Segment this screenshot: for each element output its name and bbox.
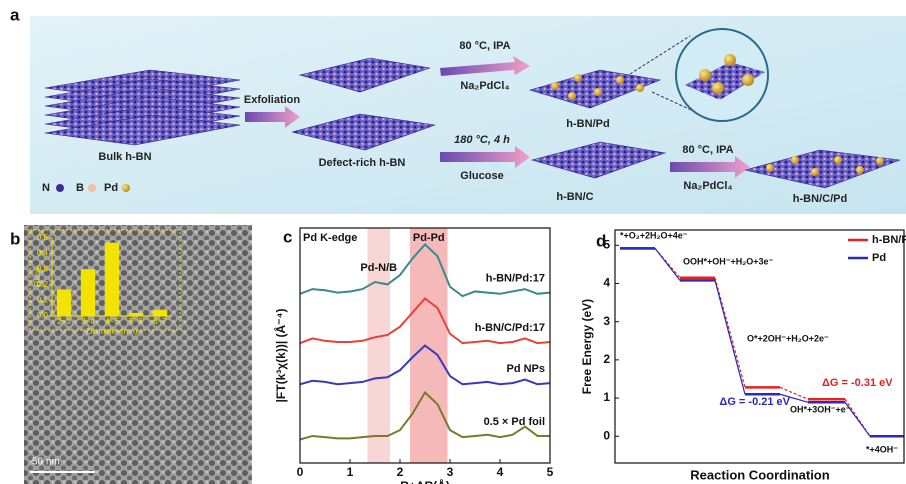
- y-tick-label: 3: [603, 314, 610, 328]
- band-label: Pd-N/B: [360, 262, 397, 274]
- legend-label: Pd: [872, 252, 886, 264]
- panel-label: b: [10, 229, 20, 248]
- legend-label: B: [76, 182, 84, 194]
- series-label: h-BN/C/Pd:17: [475, 322, 545, 334]
- x-axis-label: R+ΔR(Å): [400, 478, 450, 484]
- label: 80 °C, IPA: [682, 144, 733, 156]
- x-tick-label: 3: [447, 465, 454, 479]
- tem-image: [24, 225, 252, 484]
- x-tick-label: 2~3: [57, 317, 71, 326]
- panel-label: a: [10, 5, 20, 24]
- x-tick-label: 4: [497, 465, 504, 479]
- panel-a: a Bulk h-BN Exfoliation Defect-rich h-BN…: [10, 5, 906, 214]
- band: [410, 228, 448, 463]
- series-label: 0.5 × Pd foil: [484, 416, 545, 428]
- y-tick-label: 0: [603, 428, 610, 442]
- x-tick-label: 5: [547, 465, 554, 479]
- legend-label: N: [42, 182, 50, 194]
- x-axis-label: Diameter (nm): [86, 327, 137, 336]
- x-tick-label: 0: [297, 465, 304, 479]
- y-tick-label: 2: [603, 352, 610, 366]
- page: a Bulk h-BN Exfoliation Defect-rich h-BN…: [0, 0, 906, 484]
- x-tick-label: 6~7: [153, 317, 167, 326]
- x-tick-label: 5~6: [129, 317, 143, 326]
- y-tick-label: 0.4: [37, 249, 49, 258]
- y-tick-label: 0.0: [37, 311, 49, 320]
- bar: [153, 310, 167, 316]
- connector: [715, 278, 745, 388]
- bar: [57, 289, 71, 316]
- y-tick-label: 4: [603, 276, 610, 290]
- label: Na₂PdCl₄: [683, 180, 732, 192]
- label: Bulk h-BN: [98, 151, 151, 163]
- bar: [81, 269, 95, 316]
- legend-label: Pd: [104, 182, 118, 194]
- label: 80 °C, IPA: [459, 40, 510, 52]
- connector: [715, 280, 745, 394]
- x-tick-label: 3~4: [81, 317, 95, 326]
- series-label: Pd NPs: [506, 363, 545, 375]
- label: Na₂PdCl₄: [460, 80, 509, 92]
- legend-swatch: [88, 184, 96, 192]
- state-label: *+4OH⁻: [866, 444, 898, 454]
- scale-label: 50 nm: [32, 457, 60, 468]
- label: h-BN/C: [556, 191, 593, 203]
- label: Glucose: [460, 170, 503, 182]
- label: h-BN/Pd: [566, 118, 609, 130]
- annotation: Pd K-edge: [303, 232, 357, 244]
- x-tick-label: 1: [347, 465, 354, 479]
- state-label: O*+2OH⁻+H₂O+2e⁻: [747, 333, 829, 343]
- bar: [105, 243, 119, 316]
- panel-label: c: [283, 227, 292, 246]
- y-axis-label: |FT(k³χ(k))| (Å⁻⁴): [273, 309, 288, 403]
- state-label: OOH*+OH⁻+H₂O+3e⁻: [683, 256, 774, 266]
- state-label: OH*+3OH⁻+e⁻: [790, 404, 851, 414]
- annotation: ΔG = -0.31 eV: [822, 377, 893, 389]
- y-tick-label: 5: [603, 237, 610, 251]
- y-axis-label: Free Energy (eV): [580, 299, 594, 394]
- x-axis-label: Reaction Coordination: [690, 467, 829, 482]
- x-tick-label: 4~5: [105, 317, 119, 326]
- legend-label: h-BN/Pd: [872, 234, 906, 246]
- series-label: h-BN/Pd:17: [486, 273, 545, 285]
- y-tick-label: 1: [603, 390, 610, 404]
- label: 180 °C, 4 h: [454, 134, 510, 146]
- legend-swatch: [56, 184, 64, 192]
- connector: [655, 248, 680, 280]
- y-axis-label: Ratio: [33, 267, 42, 286]
- bar: [129, 313, 143, 316]
- legend-swatch: [122, 184, 130, 192]
- y-tick-label: 0.5: [37, 233, 49, 242]
- state-label: *+O₂+2H₂O+4e⁻: [620, 230, 688, 240]
- label: h-BN/C/Pd: [793, 193, 847, 205]
- x-tick-label: 2: [397, 465, 404, 479]
- label: Exfoliation: [244, 94, 301, 106]
- y-tick-label: 0.1: [37, 296, 49, 305]
- band-label: Pd-Pd: [413, 232, 445, 244]
- figure: a Bulk h-BN Exfoliation Defect-rich h-BN…: [0, 0, 906, 484]
- label: Defect-rich h-BN: [319, 157, 406, 169]
- annotation: ΔG = -0.21 eV: [719, 396, 790, 408]
